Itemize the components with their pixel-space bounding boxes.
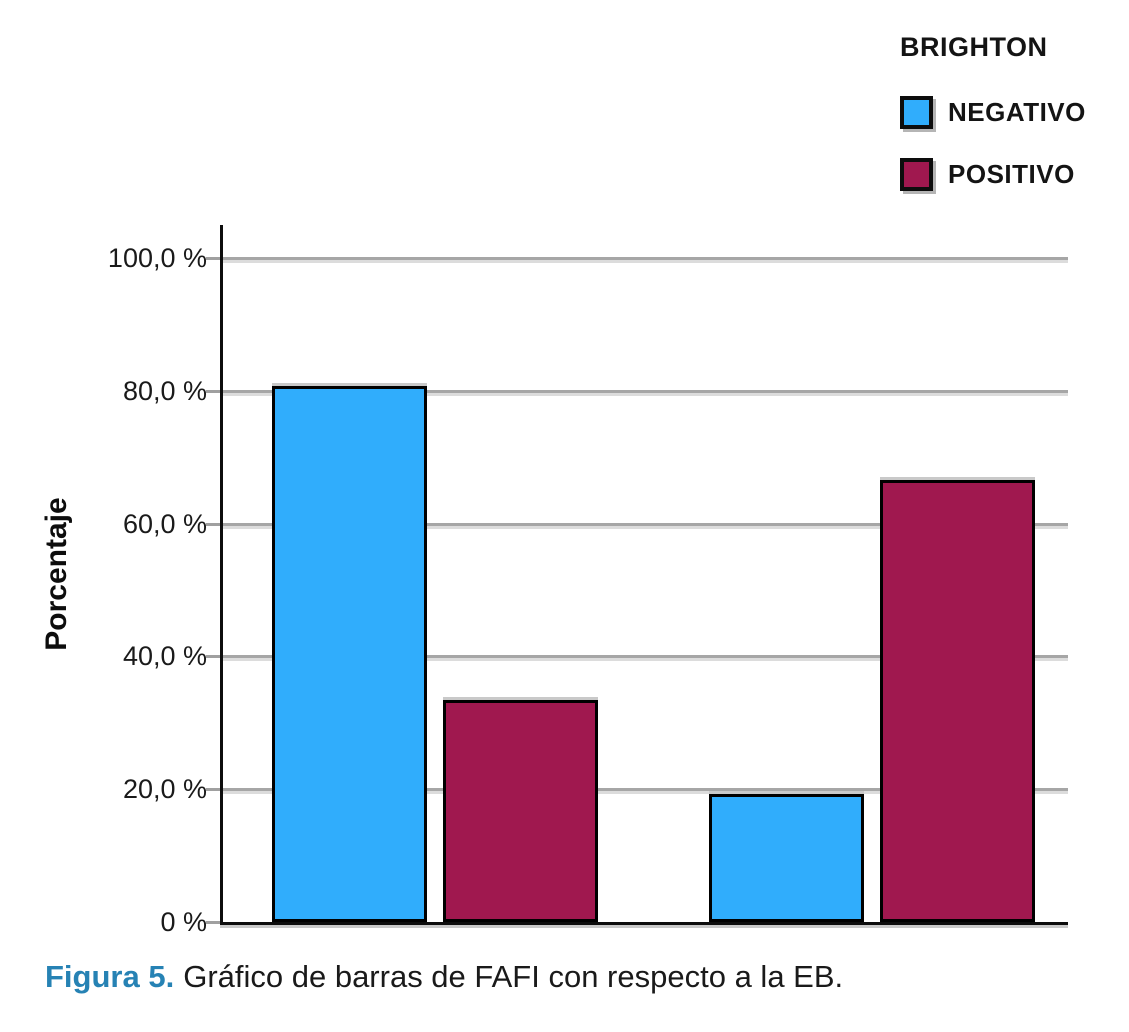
y-axis-line (220, 225, 223, 925)
gridline-100 (220, 257, 1068, 260)
legend-item-positivo: POSITIVO (900, 157, 1075, 191)
y-tick-100 (206, 257, 220, 260)
y-tick-label-80: 80,0 % (122, 375, 207, 406)
x-axis-line (220, 922, 1068, 925)
y-tick-20 (206, 788, 220, 792)
y-tick-label-20: 20,0 % (122, 774, 207, 805)
y-tick-0 (206, 921, 220, 924)
gridline-40 (220, 655, 1068, 659)
legend-label-positivo: POSITIVO (948, 158, 1075, 189)
gridline-20 (220, 788, 1068, 792)
y-tick-80 (206, 389, 220, 393)
bar-negativo-group2 (709, 794, 864, 922)
y-tick-label-60: 60,0 % (122, 508, 207, 539)
y-tick-label-40: 40,0 % (122, 641, 207, 672)
legend-item-negativo: NEGATIVO (900, 95, 1086, 129)
y-tick-label-0: 0 % (160, 907, 207, 937)
figure-caption: Figura 5. Gráfico de barras de FAFI con r… (45, 956, 843, 998)
legend-label-negativo: NEGATIVO (948, 96, 1086, 127)
legend-title: BRIGHTON (900, 32, 1048, 62)
y-tick-60 (206, 522, 220, 526)
chart-legend: BRIGHTON NEGATIVO POSITIVO (900, 32, 1120, 191)
y-tick-40 (206, 655, 220, 659)
bar-negativo-group1 (272, 386, 427, 922)
bar-positivo-group1 (443, 700, 598, 922)
caption-label: Figura 5. (45, 959, 175, 994)
bar-positivo-group2 (880, 480, 1035, 922)
y-tick-label-100: 100,0 % (107, 243, 207, 273)
gridline-60 (220, 522, 1068, 526)
gridline-80 (220, 389, 1068, 393)
legend-swatch-positivo (900, 157, 933, 191)
caption-text: Gráfico de barras de FAFI con respecto a… (183, 959, 844, 994)
legend-swatch-negativo (900, 95, 933, 129)
